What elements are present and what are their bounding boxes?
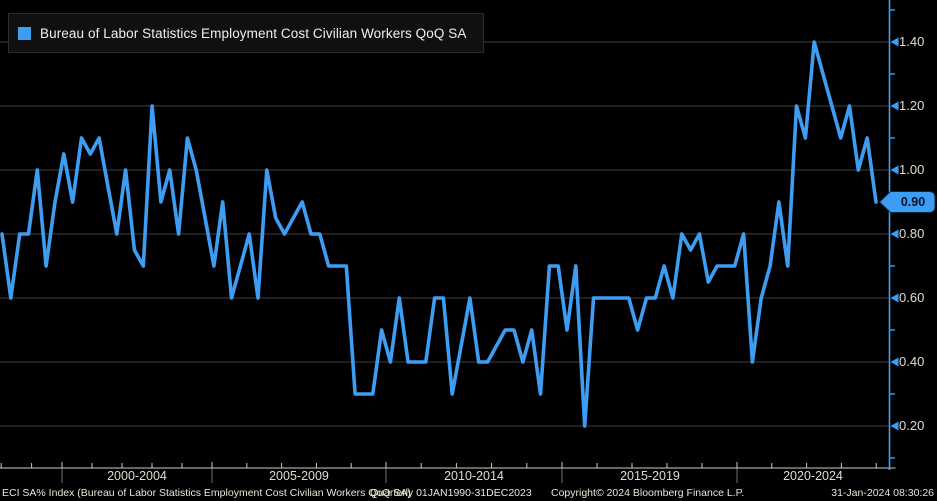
footer-security-description: ECI SA% Index (Bureau of Labor Statistic… [2,487,411,499]
x-axis-section-label: 2000-2004 [107,469,167,483]
y-axis-tick-label: 0.40 [899,354,925,369]
last-value-badge-shape [878,191,936,213]
x-axis-section-label: 2010-2014 [444,469,504,483]
y-axis-tick-label: 1.40 [899,34,925,49]
y-axis-tick-label: 0.80 [899,226,925,241]
y-axis-major-tick-arrow [890,357,899,367]
x-axis-section-label: 2015-2019 [620,469,680,483]
legend-label: Bureau of Labor Statistics Employment Co… [40,25,467,41]
y-axis-tick-label: 1.20 [899,98,925,113]
y-axis-major-tick-arrow [890,229,899,239]
footer-copyright: Copyright© 2024 Bloomberg Finance L.P. [551,487,745,499]
y-axis-tick-label: 0.60 [899,290,925,305]
footer-date-range: Quarterly 01JAN1990-31DEC2023 [370,487,532,499]
y-axis-major-tick-arrow [890,165,899,175]
footer-timestamp: 31-Jan-2024 08:30:26 [831,487,934,499]
last-value-badge: 0.90 [900,194,926,209]
x-axis-section-label: 2005-2009 [269,469,329,483]
y-axis-major-tick-arrow [890,421,899,431]
y-axis-major-tick-arrow [890,293,899,303]
legend-item[interactable]: Bureau of Labor Statistics Employment Co… [8,13,484,53]
legend-swatch-icon [18,26,31,40]
x-axis-section-label: 2020-2024 [783,469,843,483]
y-axis-major-tick-arrow [890,101,899,111]
price-line-series [0,40,878,428]
y-axis-tick-label: 0.20 [899,418,925,433]
y-axis-major-tick-arrow [890,37,899,47]
y-axis-tick-label: 1.00 [899,162,925,177]
